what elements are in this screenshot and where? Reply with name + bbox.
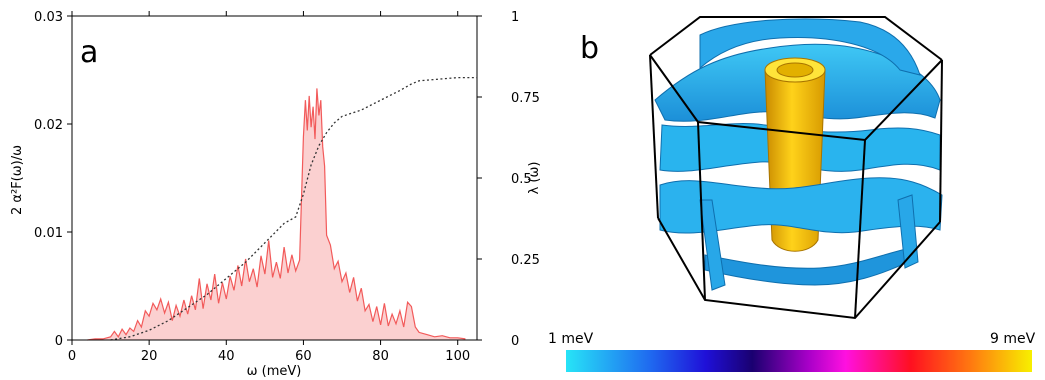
- panel-b-letter: b: [580, 31, 599, 66]
- spectral-function-fill: [87, 88, 466, 341]
- x-axis-label: ω (meV): [247, 364, 302, 379]
- x-tick-label: 100: [445, 349, 470, 364]
- y-axis-label: 2 α²F(ω)/ω: [10, 145, 25, 215]
- y-tick-label: 0: [55, 334, 63, 349]
- y-tick-label: 0.01: [34, 226, 63, 241]
- plot-area: [87, 76, 477, 341]
- x-tick-label: 0: [68, 349, 76, 364]
- spectral-function-line: [87, 88, 466, 341]
- x-tick-label: 40: [218, 349, 235, 364]
- y2-tick-label: 0.75: [511, 91, 540, 106]
- colorbar-gradient: [566, 350, 1032, 372]
- y2-tick-label: 0.25: [511, 253, 540, 268]
- y-tick-label: 0.02: [34, 118, 63, 133]
- y2-tick-label: 0: [511, 334, 519, 349]
- colorbar: 1 meV 9 meV: [548, 331, 1036, 372]
- brillouin-zone-front: [649, 54, 943, 320]
- y-tick-label: 0.03: [34, 10, 63, 25]
- brillouin-zone-back: [649, 16, 943, 61]
- y2-axis-label: λ (ω): [527, 162, 542, 195]
- y2-tick-label: 0.5: [511, 172, 532, 187]
- panel-a-letter: a: [80, 35, 98, 70]
- y2-tick-label: 1: [511, 10, 519, 25]
- panel-b-fermi-surface: b: [580, 16, 943, 320]
- axis-ticks: 0 20 40 60 80 100 0 0.01 0.02 0.03 0 0.25 0.5 0.75 1: [34, 10, 540, 364]
- colorbar-min-label: 1 meV: [548, 331, 594, 347]
- x-tick-label: 60: [295, 349, 312, 364]
- lambda-cumulative-line: [110, 76, 477, 341]
- fermi-sheet-lower: [659, 177, 943, 291]
- colorbar-max-label: 9 meV: [990, 331, 1036, 347]
- panel-a-chart: 0 20 40 60 80 100 0 0.01 0.02 0.03 0 0.25 0.5 0.75 1 a…: [10, 10, 542, 379]
- x-tick-label: 20: [141, 349, 158, 364]
- x-tick-label: 80: [372, 349, 389, 364]
